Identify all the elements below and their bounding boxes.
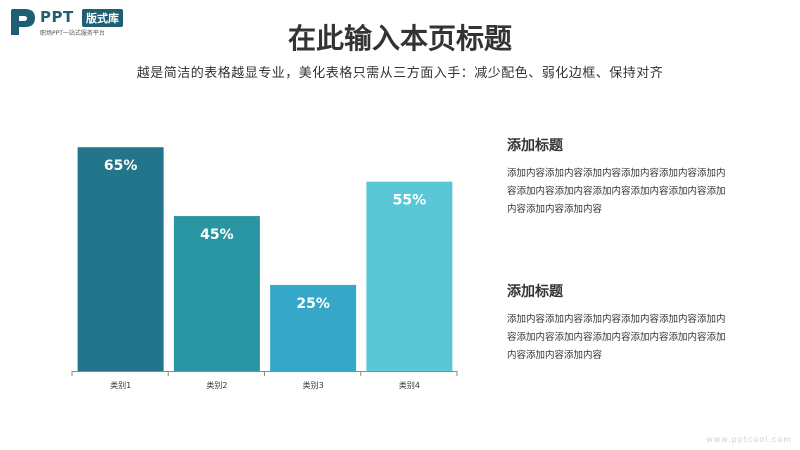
bar-chart: 65% 类别1 45% 类别2 25% 类别3 55% 类别4 bbox=[71, 147, 458, 390]
x-tick-label-3: 类别3 bbox=[303, 380, 324, 390]
text-block-heading: 添加标题 bbox=[507, 284, 563, 300]
brand-logo: PPT 版式库 职场PPT一站式服务平台 bbox=[8, 7, 168, 37]
logo-badge: 版式库 bbox=[82, 9, 123, 27]
x-tick-label-2: 类别2 bbox=[206, 380, 227, 390]
text-block-body: 添加内容添加内容添加内容添加内容添加内容添加内容添加内容添加内容添加内容添加内容… bbox=[507, 168, 726, 215]
bar-value-label-4: 55% bbox=[393, 193, 427, 209]
x-tick-label-4: 类别4 bbox=[399, 380, 420, 390]
watermark: www.pptcool.com bbox=[706, 435, 792, 444]
bar-1 bbox=[77, 147, 164, 371]
logo-text: PPT bbox=[40, 8, 74, 26]
page-subtitle: 越是简洁的表格越显专业，美化表格只需从三方面入手：减少配色、弱化边框、保持对齐 bbox=[136, 66, 664, 81]
text-block-body: 添加内容添加内容添加内容添加内容添加内容添加内容添加内容添加内容添加内容添加内容… bbox=[507, 314, 726, 361]
bar-2 bbox=[173, 216, 260, 371]
bar-value-label-2: 45% bbox=[200, 227, 234, 243]
bar-4 bbox=[366, 181, 453, 371]
text-block-2: 添加标题 添加内容添加内容添加内容添加内容添加内容添加内容添加内容添加内容添加内… bbox=[507, 281, 747, 365]
bar-3 bbox=[270, 284, 357, 371]
x-tick-label-1: 类别1 bbox=[110, 380, 131, 390]
logo-tagline: 职场PPT一站式服务平台 bbox=[40, 30, 105, 37]
text-block-heading: 添加标题 bbox=[507, 138, 563, 154]
bar-value-label-1: 65% bbox=[104, 158, 138, 174]
bar-value-label-3: 25% bbox=[296, 296, 330, 312]
text-block-1: 添加标题 添加内容添加内容添加内容添加内容添加内容添加内容添加内容添加内容添加内… bbox=[507, 135, 747, 219]
logo-mark-icon bbox=[11, 9, 35, 35]
page-title: 在此输入本页标题 bbox=[287, 22, 512, 55]
